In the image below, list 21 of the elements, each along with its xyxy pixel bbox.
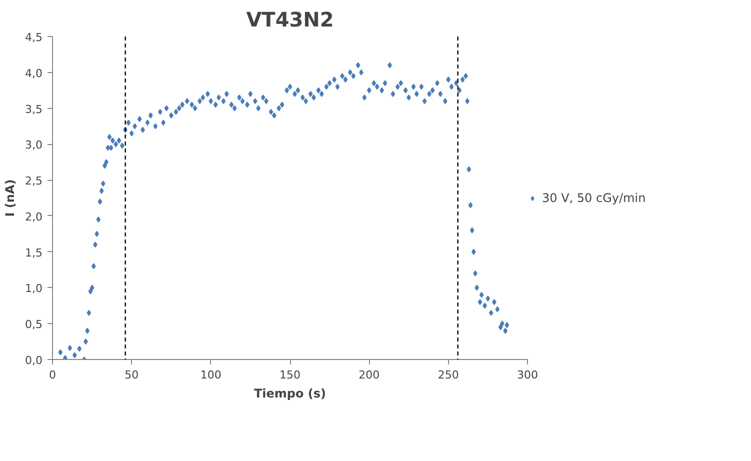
- x-tick-label: 250: [438, 368, 459, 382]
- y-axis-title: I (nA): [3, 179, 18, 217]
- x-tick-label: 100: [200, 368, 222, 382]
- y-tick-label: 1,5: [25, 246, 43, 260]
- x-tick-label: 0: [49, 368, 56, 382]
- x-tick-label: 200: [358, 368, 380, 382]
- y-tick-label: 3,5: [25, 102, 43, 116]
- x-tick-label: 150: [280, 368, 300, 382]
- chart-title: VT43N2: [246, 8, 334, 32]
- y-tick-label: 2,5: [25, 174, 43, 188]
- y-tick-label: 0,5: [25, 318, 43, 332]
- y-tick-label: 3,0: [25, 138, 43, 152]
- y-tick-label: 4,5: [25, 31, 43, 44]
- legend-label: 30 V, 50 cGy/min: [542, 190, 646, 204]
- x-tick-label: 300: [517, 368, 538, 382]
- y-tick-label: 2,0: [25, 210, 43, 224]
- x-tick-label: 50: [124, 368, 139, 382]
- y-tick-label: 0,0: [25, 354, 43, 367]
- y-tick-label: 1,0: [25, 282, 43, 296]
- x-axis-title: Tiempo (s): [254, 386, 326, 400]
- y-tick-label: 4,0: [25, 66, 43, 80]
